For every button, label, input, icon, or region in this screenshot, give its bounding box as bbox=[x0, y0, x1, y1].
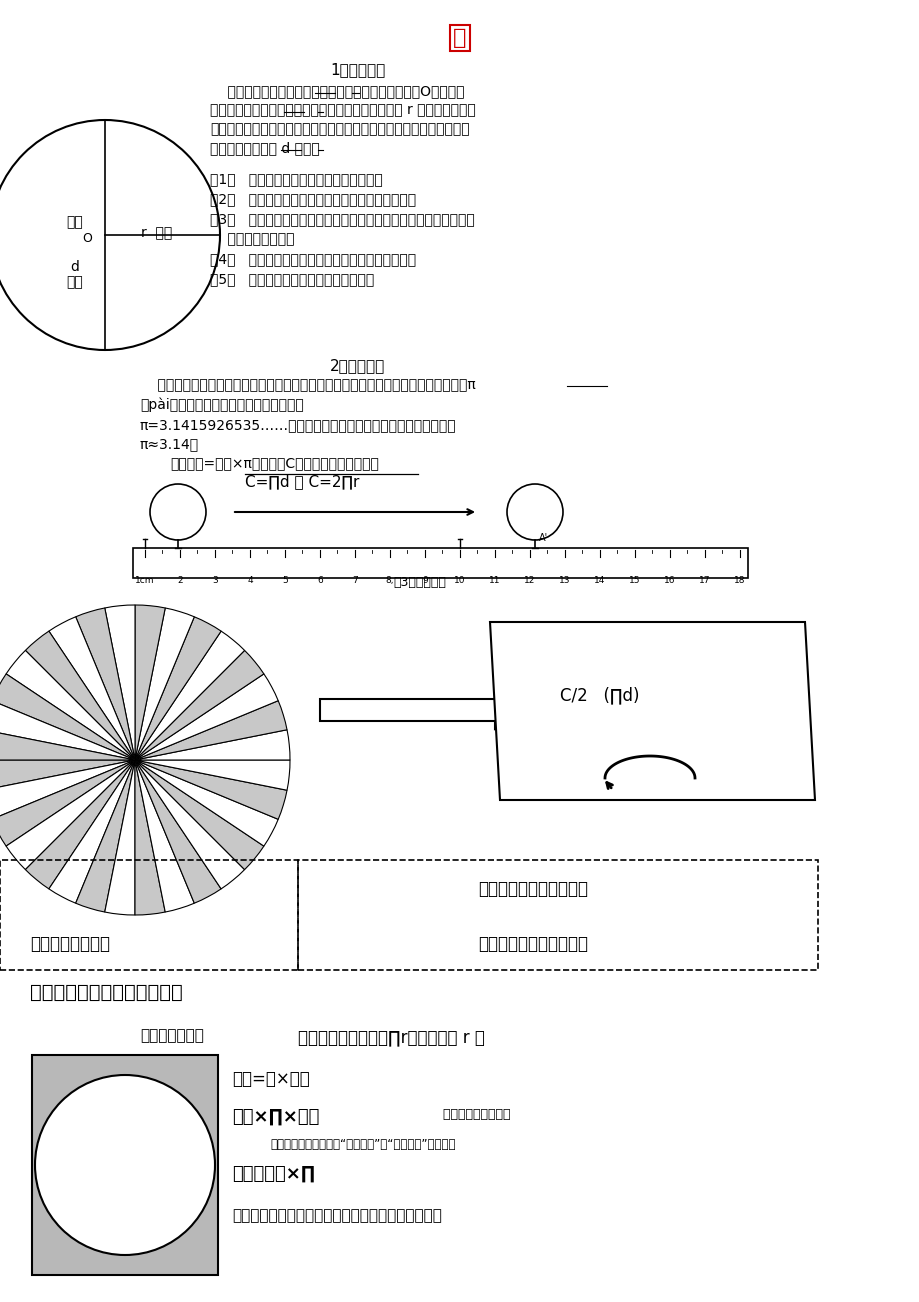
Text: π≈3.14。: π≈3.14。 bbox=[140, 437, 199, 450]
Bar bbox=[0, 861, 298, 970]
Wedge shape bbox=[49, 760, 135, 904]
Text: 圆的周长=直径×π。如果用C表示圆的周长，就有：: 圆的周长=直径×π。如果用C表示圆的周长，就有： bbox=[170, 456, 379, 470]
Bar bbox=[298, 861, 817, 970]
Text: 用圆规画圆时，针尖所在的点叫做圆心，一般用字母O表示。连: 用圆规画圆时，针尖所在的点叫做圆心，一般用字母O表示。连 bbox=[210, 85, 464, 98]
Text: 这些小纸片拼成一个近似: 这些小纸片拼成一个近似 bbox=[478, 880, 587, 898]
Wedge shape bbox=[135, 631, 244, 760]
Text: C=∏d 或 C=2∏r: C=∏d 或 C=2∏r bbox=[244, 474, 359, 490]
Wedge shape bbox=[135, 760, 194, 911]
Polygon shape bbox=[490, 622, 814, 799]
Text: 以上图中可以看: 以上图中可以看 bbox=[140, 1029, 204, 1043]
Text: 1cm: 1cm bbox=[135, 575, 154, 585]
Wedge shape bbox=[135, 760, 287, 819]
Text: 7: 7 bbox=[352, 575, 357, 585]
Wedge shape bbox=[26, 631, 135, 760]
Text: 18: 18 bbox=[733, 575, 745, 585]
Wedge shape bbox=[135, 617, 221, 760]
Text: 2、圆的周长: 2、圆的周长 bbox=[330, 358, 385, 372]
Text: 10: 10 bbox=[454, 575, 465, 585]
Wedge shape bbox=[0, 760, 135, 819]
Wedge shape bbox=[26, 760, 135, 889]
Text: π=3.1415926535……但在实际应用中常常只取它的近似值，例如：: π=3.1415926535……但在实际应用中常常只取它的近似值，例如： bbox=[140, 418, 456, 432]
Text: 5: 5 bbox=[282, 575, 288, 585]
Wedge shape bbox=[105, 605, 135, 760]
Wedge shape bbox=[75, 760, 135, 911]
Wedge shape bbox=[49, 617, 135, 760]
Wedge shape bbox=[135, 605, 165, 760]
Text: 11: 11 bbox=[489, 575, 500, 585]
Text: （1）   圆是轴对称图形，有无数条对称轴。: （1） 圆是轴对称图形，有无数条对称轴。 bbox=[210, 172, 382, 186]
Text: （2）   一个圆里的半径有无数条，直径也有无数条。: （2） 一个圆里的半径有无数条，直径也有无数条。 bbox=[210, 191, 415, 206]
Text: 15: 15 bbox=[629, 575, 640, 585]
FancyArrow shape bbox=[320, 691, 539, 729]
Bar bbox=[133, 548, 747, 578]
Wedge shape bbox=[135, 674, 278, 760]
Text: 直径，一般用字母 d 表示。: 直径，一般用字母 d 表示。 bbox=[210, 141, 320, 155]
Circle shape bbox=[35, 1075, 215, 1255]
Wedge shape bbox=[135, 651, 264, 760]
Text: 半径×∏×半径: 半径×∏×半径 bbox=[232, 1108, 319, 1126]
Text: 圆: 圆 bbox=[453, 29, 466, 48]
Text: d: d bbox=[71, 260, 79, 273]
Text: 3: 3 bbox=[212, 575, 218, 585]
Text: 出长方形的长近似于∏r，宽近似于 r 。: 出长方形的长近似于∏r，宽近似于 r 。 bbox=[298, 1029, 484, 1046]
Wedge shape bbox=[0, 729, 135, 760]
Text: 每一份就越小，拼成的图: 每一份就越小，拼成的图 bbox=[478, 935, 587, 953]
Wedge shape bbox=[135, 760, 244, 889]
Wedge shape bbox=[0, 760, 135, 790]
Text: 17: 17 bbox=[698, 575, 710, 585]
Text: 接圆心和圆上任意一点的线段叫做半径，一般用字母 r 表示，半径的长: 接圆心和圆上任意一点的线段叫做半径，一般用字母 r 表示，半径的长 bbox=[210, 103, 475, 117]
Text: 外圆内方和外方内圆: 外圆内方和外方内圆 bbox=[435, 1108, 510, 1121]
Text: 半径的平方×∏: 半径的平方×∏ bbox=[232, 1165, 314, 1184]
Text: 2: 2 bbox=[177, 575, 183, 585]
Text: 1、圆的认识: 1、圆的认识 bbox=[330, 62, 385, 77]
Bar bbox=[32, 1055, 218, 1275]
Text: 形就会越接近于一个长方形。: 形就会越接近于一个长方形。 bbox=[30, 983, 183, 1003]
Wedge shape bbox=[0, 674, 135, 760]
Text: 8,: 8, bbox=[385, 575, 394, 585]
Wedge shape bbox=[135, 760, 221, 904]
Text: 4: 4 bbox=[247, 575, 253, 585]
Text: 度就是圆规两个脚之间的距离。通过圆心并且两端都在圆上的线段叫做: 度就是圆规两个脚之间的距离。通过圆心并且两端都在圆上的线段叫做 bbox=[210, 122, 469, 135]
Wedge shape bbox=[75, 608, 135, 760]
Text: 于四边形的图形，: 于四边形的图形， bbox=[30, 935, 110, 953]
Text: 直径: 直径 bbox=[66, 275, 84, 289]
Text: 任意一个圆的周长与它的直径的比值是一个固定的数，我们把它叫做圆周率，用字母π: 任意一个圆的周长与它的直径的比值是一个固定的数，我们把它叫做圆周率，用字母π bbox=[140, 378, 475, 392]
Text: A': A' bbox=[539, 533, 548, 543]
Text: （5）   用圆可以设计出许多美丽的图案。: （5） 用圆可以设计出许多美丽的图案。 bbox=[210, 272, 374, 286]
Text: 9: 9 bbox=[422, 575, 427, 585]
Wedge shape bbox=[135, 729, 289, 760]
Wedge shape bbox=[6, 651, 135, 760]
Text: O: O bbox=[82, 232, 92, 245]
Text: （4）   圆心决定了圆的位置，半径决定了圆的大小。: （4） 圆心决定了圆的位置，半径决定了圆的大小。 bbox=[210, 253, 415, 266]
Text: C/2   (∏d): C/2 (∏d) bbox=[560, 686, 639, 704]
Wedge shape bbox=[0, 760, 135, 846]
Wedge shape bbox=[105, 760, 135, 915]
Text: 14: 14 bbox=[594, 575, 605, 585]
Text: 度是半径的两倍。: 度是半径的两倍。 bbox=[210, 232, 294, 246]
Text: 16: 16 bbox=[664, 575, 675, 585]
Text: 以上就是圆的面积，那么圆的面积的计算公式就是：: 以上就是圆的面积，那么圆的面积的计算公式就是： bbox=[232, 1208, 441, 1223]
Wedge shape bbox=[6, 760, 135, 870]
Text: 12: 12 bbox=[524, 575, 535, 585]
Text: 中国建筑中经常能见到“外方内圆”和“外圆内方”的设计。: 中国建筑中经常能见到“外方内圆”和“外圆内方”的设计。 bbox=[269, 1138, 455, 1151]
Text: （3）   同一圆内，所有的半径都相等，所有的直径也都相等，直径长: （3） 同一圆内，所有的半径都相等，所有的直径也都相等，直径长 bbox=[210, 212, 474, 227]
Text: 3、圆的面积: 3、圆的面积 bbox=[393, 575, 446, 589]
Wedge shape bbox=[135, 760, 278, 846]
Text: （pài）表示。它是一个无限不循环小数。: （pài）表示。它是一个无限不循环小数。 bbox=[140, 397, 303, 411]
Wedge shape bbox=[135, 760, 165, 915]
Wedge shape bbox=[135, 760, 289, 790]
Text: 圆心: 圆心 bbox=[66, 215, 84, 229]
Text: r  半径: r 半径 bbox=[142, 227, 173, 240]
Text: 13: 13 bbox=[559, 575, 570, 585]
Text: 6: 6 bbox=[317, 575, 323, 585]
Wedge shape bbox=[135, 760, 264, 870]
Wedge shape bbox=[135, 700, 287, 760]
Text: 面积=长×宽，: 面积=长×宽， bbox=[232, 1070, 310, 1088]
Wedge shape bbox=[0, 700, 135, 760]
Wedge shape bbox=[135, 608, 194, 760]
